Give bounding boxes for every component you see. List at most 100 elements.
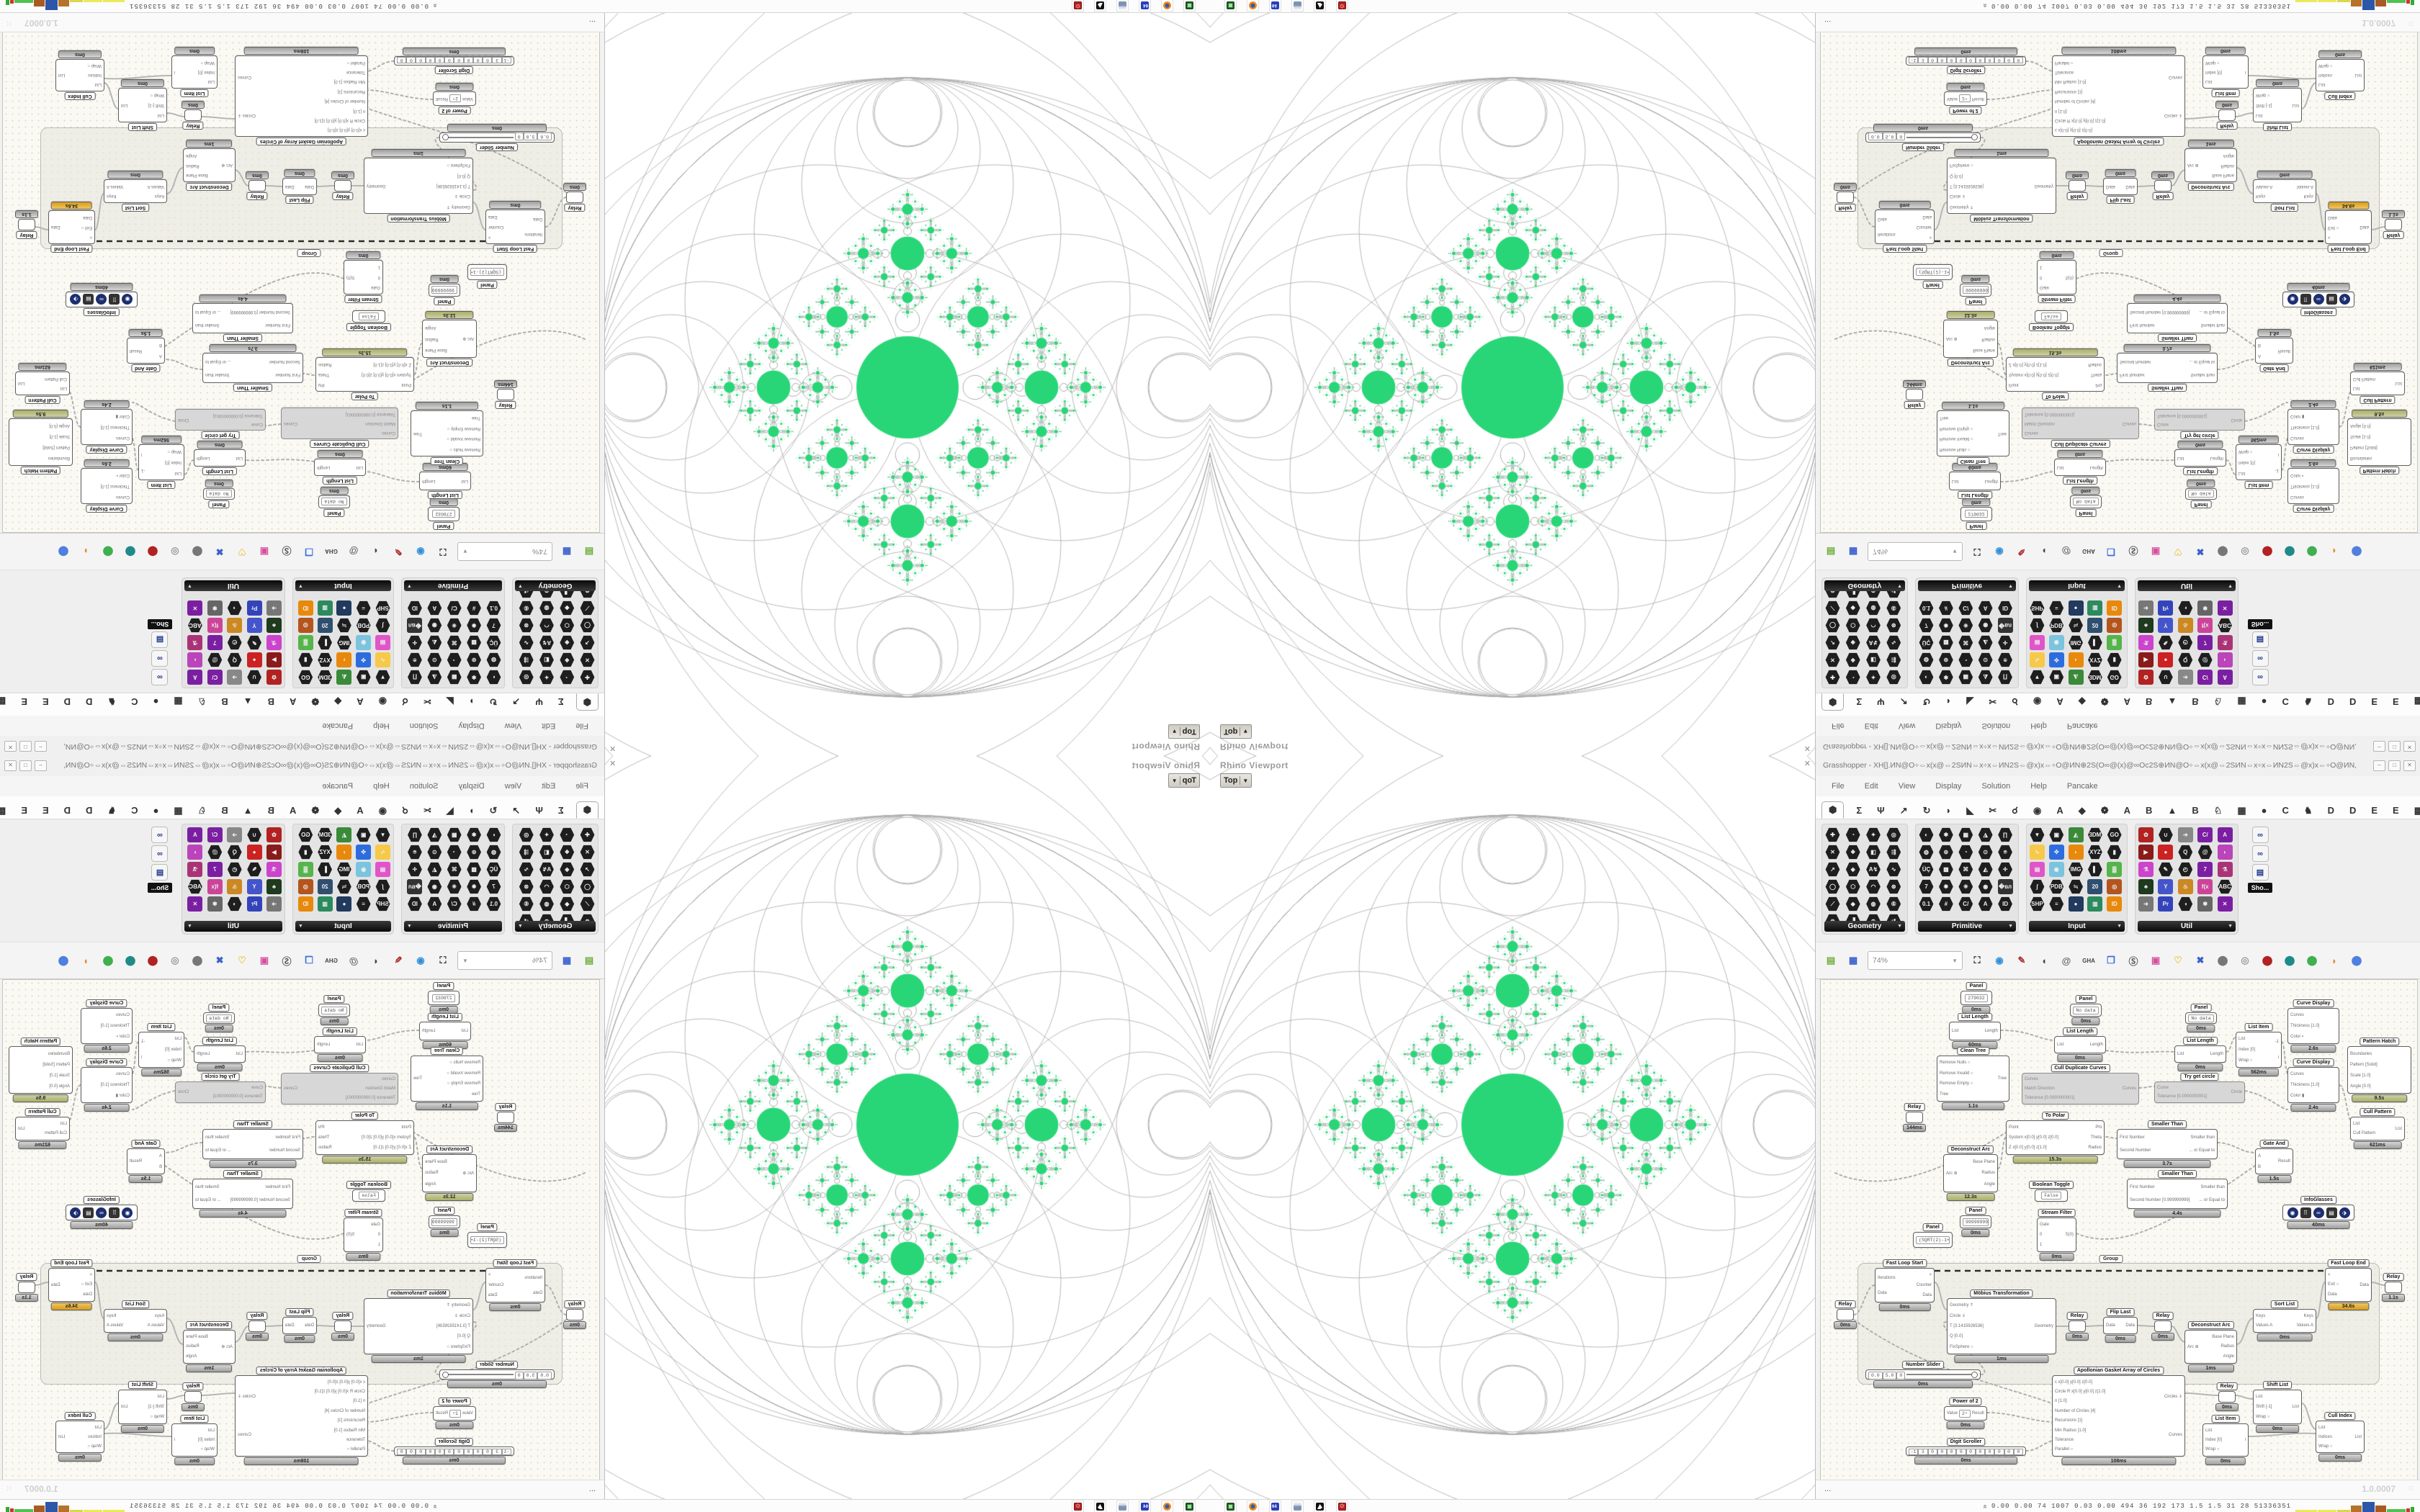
tab-15[interactable]: ▲	[2167, 805, 2177, 816]
output-param[interactable]: Length	[197, 1052, 210, 1056]
input-param[interactable]: Circle ⇓	[1950, 1313, 1966, 1318]
node-value[interactable]: False	[359, 312, 379, 320]
component-icon[interactable]: ◉	[427, 879, 442, 894]
component-icon[interactable]: ◗	[2068, 652, 2084, 667]
component-icon[interactable]: ✿	[266, 827, 282, 842]
tab-20[interactable]: C	[131, 805, 138, 816]
component-icon[interactable]: ◯	[1825, 618, 1840, 633]
node-body[interactable]: List Indices Wrap ○ List	[2316, 1421, 2365, 1453]
input-param[interactable]: Scale [1.0]	[2350, 1073, 2371, 1078]
component-icon[interactable]: ID	[297, 600, 313, 616]
input-param[interactable]: Cull Pattern	[44, 376, 67, 381]
component-icon[interactable]: A	[2217, 827, 2233, 842]
input-param[interactable]: Z x[0.0] y[0.0] z[1.0]	[2009, 362, 2047, 366]
input-param[interactable]: T [3.1415926536]	[1950, 1323, 1984, 1328]
tab-8[interactable]: ☌	[2012, 696, 2019, 707]
taskbar-calculator-icon[interactable]	[1291, 1500, 1304, 1512]
component-icon[interactable]: Q	[227, 845, 242, 860]
output-param[interactable]: Base Plane	[2212, 1334, 2234, 1339]
palette-section-label[interactable]: Util ▼	[2138, 580, 2236, 591]
input-param[interactable]: Value	[462, 1411, 473, 1416]
viewport-close-icon[interactable]: ✕	[1803, 744, 1811, 752]
input-param[interactable]: Tolerance [0.0000000001]	[2157, 1094, 2208, 1099]
component-icon[interactable]: ◭	[336, 827, 352, 842]
chevron-down-icon[interactable]: ▼	[298, 924, 303, 929]
input-param[interactable]: 0	[377, 1233, 380, 1237]
component-icon[interactable]: ✛	[1998, 862, 2012, 877]
component-icon[interactable]: ◉	[2048, 635, 2064, 650]
component-icon[interactable]: ❖	[560, 652, 575, 667]
node-body[interactable]: c x[0.0] y[0.0] z[0.0] Circle R x[0.0] y[…	[235, 1375, 368, 1457]
component-icon[interactable]: ❖	[560, 845, 575, 860]
component-icon[interactable]: ●	[2068, 600, 2084, 616]
component-icon[interactable]: ≒	[336, 879, 351, 894]
sphere-green-icon[interactable]: ⬤	[102, 955, 114, 966]
component-icon[interactable]: ▌	[2087, 635, 2102, 650]
component-icon[interactable]: ▼	[2030, 670, 2045, 685]
node-body[interactable]: Boundaries Pattern [Solid] Scale [1.0] Angl…	[9, 418, 73, 466]
input-param[interactable]: Values A	[2256, 184, 2273, 189]
component-icon[interactable]: ◗	[2068, 845, 2084, 860]
output-param[interactable]: Tree	[413, 1076, 423, 1081]
input-param[interactable]: Keys	[154, 1313, 164, 1318]
input-param[interactable]: Arc ⊕	[221, 163, 233, 168]
node-body[interactable]: First Number Second Number [0.999999999] S…	[192, 1179, 293, 1209]
input-param[interactable]: Wrap ○	[2205, 60, 2220, 65]
tab-4[interactable]: ↻	[1922, 805, 1931, 816]
zoom-extents-icon[interactable]: ⛶	[439, 955, 447, 966]
node-body[interactable]: List Index [0] Wrap ○ i	[171, 55, 218, 89]
input-param[interactable]: Data	[1878, 1290, 1887, 1295]
input-param[interactable]: List	[356, 465, 363, 469]
node-body[interactable]: Arc ⊕ Base Plane Radius Angle	[422, 320, 477, 358]
input-param[interactable]: Z x[0.0] y[0.0] z[1.0]	[2009, 1146, 2047, 1150]
output-param[interactable]: Radius	[425, 336, 439, 341]
node-body[interactable]: 99999999	[1960, 284, 1991, 297]
component-icon[interactable]: ✕	[2217, 896, 2233, 912]
digit-cell[interactable]: 0	[1966, 1449, 1976, 1455]
component-icon[interactable]: ↗	[580, 862, 595, 877]
speaker-icon[interactable]: ◖	[2041, 955, 2047, 966]
node-body[interactable]: Geometry ⇑ Circle ⇓ T [3.1415926536] Q [0.0…	[1947, 158, 2056, 214]
infoglasses-icon[interactable]: ◉	[2287, 294, 2298, 305]
resize-grip-icon[interactable]: ⁙	[6, 19, 13, 27]
component-icon[interactable]: ▌	[318, 862, 333, 877]
output-param[interactable]: Base Plane	[425, 348, 447, 353]
node-body[interactable]	[2069, 180, 2086, 192]
output-param[interactable]: Phi	[2095, 1125, 2102, 1130]
input-param[interactable]: Tolerance [0.0000000001]	[2025, 1095, 2075, 1100]
input-param[interactable]: Parallel ○	[2055, 1447, 2074, 1452]
node-value[interactable]: 2ⁿ	[1959, 1409, 1971, 1418]
input-param[interactable]: Color ▮	[2290, 1093, 2305, 1098]
digit-cell[interactable]: 0	[2013, 1449, 2023, 1455]
preview-eye-icon[interactable]: ◉	[416, 546, 425, 557]
input-param[interactable]: FixSphere ○	[1950, 163, 1973, 168]
node-body[interactable]: ◉ ⠿ ∞ ▤ ⬗	[66, 1205, 138, 1220]
component-icon[interactable]: A	[427, 896, 442, 912]
node-body[interactable]: List Index [0] Wrap ○ i	[2202, 55, 2249, 89]
save-file-icon[interactable]: ▦	[1848, 955, 1858, 966]
output-param[interactable]: Circle	[2231, 1090, 2242, 1094]
input-param[interactable]: Color ▪	[116, 473, 130, 478]
node-value[interactable]: (SQRT(2)-1+1/512)*1	[470, 268, 504, 276]
infoglasses-icon[interactable]: ⬗	[2339, 1207, 2350, 1218]
input-param[interactable]: Value	[1947, 1411, 1958, 1416]
component-icon[interactable]: ◆	[1845, 896, 1860, 912]
balloon-blue-icon[interactable]: ⬤	[58, 955, 69, 966]
menu-item-view[interactable]: View	[504, 782, 522, 791]
input-param[interactable]: List	[94, 82, 102, 87]
input-param[interactable]: Arc ⊕	[2187, 1344, 2199, 1349]
input-param[interactable]: FixSphere ○	[447, 163, 470, 168]
component-icon[interactable]: 7	[2197, 635, 2213, 650]
component-icon[interactable]: ▩	[1939, 862, 1953, 877]
input-param[interactable]: Circle ⇓	[454, 194, 470, 199]
component-icon[interactable]: ⇶	[1886, 845, 1901, 860]
digit-cell[interactable]: 0	[444, 1449, 454, 1455]
chevron-down-icon[interactable]: ▼	[1242, 728, 1249, 735]
input-param[interactable]: Angle [0.0]	[2350, 423, 2371, 428]
definition-canvas[interactable]: Group Panel 279032 0ms List Length List Length…	[2, 31, 600, 533]
tab-4[interactable]: ↻	[489, 805, 498, 816]
input-param[interactable]: List	[236, 1052, 243, 1056]
infoglasses-icon[interactable]: ⠿	[2300, 294, 2311, 305]
component-icon[interactable]: ✛	[407, 635, 422, 650]
output-param[interactable]: Result	[130, 1159, 143, 1164]
